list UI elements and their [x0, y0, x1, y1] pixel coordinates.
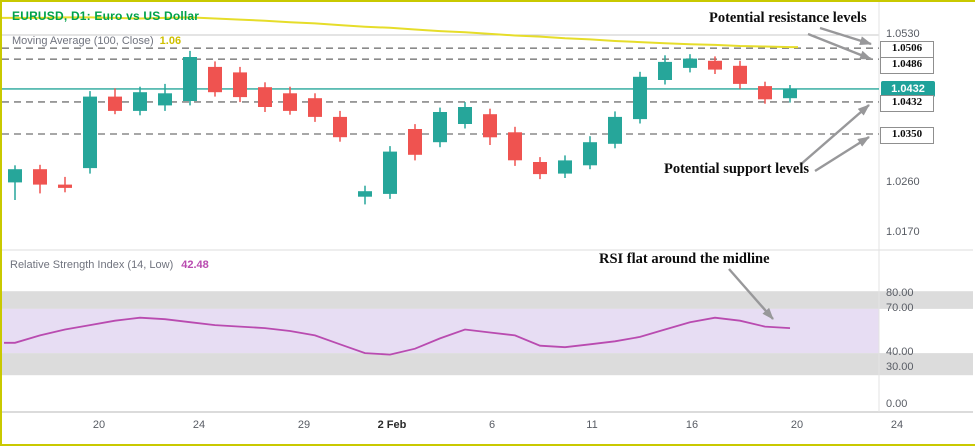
candle-body [608, 116, 622, 144]
candle-body [658, 61, 672, 80]
candle-body [333, 116, 347, 138]
time-axis-label: 24 [890, 419, 904, 431]
candle-body [458, 107, 472, 124]
candle-body [8, 169, 22, 183]
candle-body [133, 92, 147, 111]
time-axis-label: 24 [192, 419, 206, 431]
candle-body [258, 87, 272, 107]
annotation-arrow [819, 26, 872, 46]
rsi-axis-tick: 70.00 [886, 302, 914, 314]
annotation-arrow [799, 104, 870, 166]
candle-body [558, 160, 572, 174]
price-level-label: 1.0506 [880, 41, 934, 58]
candle-body [108, 96, 122, 111]
candle-body [683, 58, 697, 68]
rsi-band [2, 308, 879, 354]
price-axis-tick: 1.0170 [886, 226, 920, 238]
annotation-rsi-text: RSI flat around the midline [599, 251, 770, 267]
candle-body [283, 93, 297, 111]
rsi-band [2, 291, 973, 309]
candle-body [308, 98, 322, 117]
annotation-support-text: Potential support levels [664, 161, 809, 177]
rsi-indicator-label: Relative Strength Index (14, Low) [10, 259, 174, 271]
annotation-arrow [807, 32, 872, 61]
ma-line [2, 16, 798, 49]
rsi-axis-tick: 30.00 [886, 361, 914, 373]
price-level-label: 1.0486 [880, 57, 934, 74]
time-axis-label: 16 [685, 419, 699, 431]
price-level-label: 1.0432 [880, 95, 934, 112]
price-axis-tick: 1.0530 [886, 28, 920, 40]
candle-body [758, 86, 772, 100]
rsi-line [4, 316, 791, 356]
candle-body [183, 57, 197, 101]
rsi-axis-tick: 40.00 [886, 346, 914, 358]
candle-body [733, 65, 747, 84]
candle-body [533, 162, 547, 175]
time-axis-label: 20 [790, 419, 804, 431]
candle-body [233, 72, 247, 98]
current-price-badge: 1.0432 [881, 81, 935, 97]
rsi-band [2, 353, 973, 376]
candle-body [158, 93, 172, 106]
price-axis-tick: 1.0260 [886, 176, 920, 188]
candle-body [208, 66, 222, 93]
rsi-axis-tick: 80.00 [886, 287, 914, 299]
annotation-arrow [814, 135, 870, 173]
rsi-indicator-legend[interactable]: Relative Strength Index (14, Low) 42.48 [10, 259, 209, 271]
candle-body [33, 169, 47, 185]
candle-body [708, 60, 722, 70]
candle-body [433, 112, 447, 143]
time-axis-label: 29 [297, 419, 311, 431]
candle-body [408, 129, 422, 155]
rsi-axis-tick: 0.00 [886, 398, 908, 410]
candle-body [83, 96, 97, 169]
time-axis-label: 2 Feb [377, 419, 407, 431]
candle-body [508, 132, 522, 161]
price-level-label: 1.0350 [880, 127, 934, 144]
candle-body [483, 114, 497, 138]
symbol-title: EURUSD, D1: Euro vs US Dollar [12, 9, 200, 23]
ma-indicator-label: Moving Average (100, Close) [12, 35, 154, 47]
annotation-resistance-text: Potential resistance levels [709, 10, 867, 26]
annotation-arrow [728, 268, 774, 320]
candle-body [383, 151, 397, 194]
time-axis-label: 11 [586, 419, 598, 431]
ma-indicator-legend[interactable]: Moving Average (100, Close) 1.06 [12, 35, 181, 47]
time-axis-label: 6 [488, 419, 496, 431]
candle-body [583, 142, 597, 166]
candle-body [783, 88, 797, 99]
candle-body [58, 184, 72, 188]
candle-body [633, 76, 647, 120]
candle-body [358, 191, 372, 197]
ma-indicator-value: 1.06 [159, 35, 182, 47]
time-axis-label: 20 [92, 419, 106, 431]
rsi-indicator-value: 42.48 [181, 259, 209, 271]
